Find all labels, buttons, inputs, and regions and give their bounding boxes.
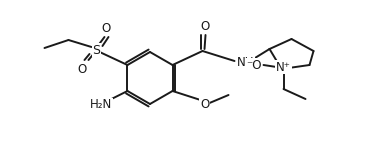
Text: O: O bbox=[200, 20, 209, 32]
Text: S: S bbox=[93, 44, 101, 56]
Text: N⁺: N⁺ bbox=[276, 60, 291, 73]
Text: H₂N: H₂N bbox=[90, 99, 113, 112]
Text: O: O bbox=[102, 21, 111, 35]
Text: O: O bbox=[78, 63, 87, 76]
Text: ⁻O: ⁻O bbox=[246, 59, 261, 72]
Text: O: O bbox=[200, 99, 209, 112]
Text: NH: NH bbox=[237, 56, 254, 68]
